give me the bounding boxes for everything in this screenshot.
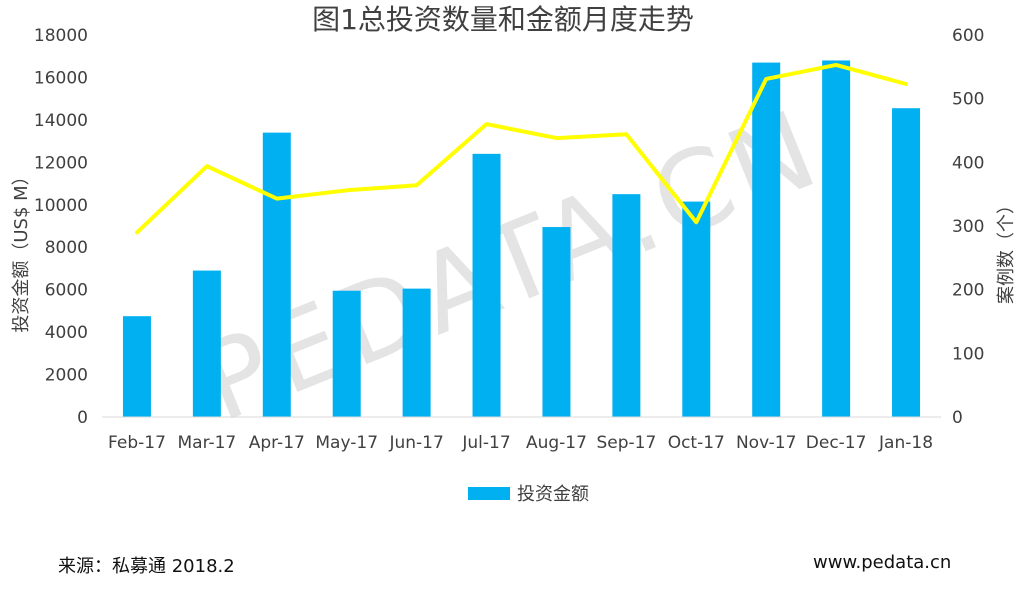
right-tick-label: 100 bbox=[952, 344, 984, 364]
bar bbox=[612, 194, 641, 417]
left-tick-label: 8000 bbox=[45, 238, 88, 258]
bar bbox=[682, 201, 711, 417]
left-tick-label: 18000 bbox=[34, 26, 88, 46]
x-tick-label: Aug-17 bbox=[526, 433, 587, 453]
right-axis-title: 案例数（个） bbox=[996, 196, 1017, 304]
bar bbox=[192, 270, 221, 417]
left-axis-title: 投资金额（US$ M） bbox=[11, 167, 32, 332]
x-axis-ticks: Feb-17 Mar-17 Apr-17 May-17 Jun-17 Jul-17 Aug-… bbox=[108, 433, 933, 453]
left-tick-label: 16000 bbox=[34, 68, 88, 88]
x-tick-label: Jun-17 bbox=[388, 433, 443, 453]
left-tick-label: 14000 bbox=[34, 111, 88, 131]
bar bbox=[892, 108, 921, 417]
right-tick-label: 0 bbox=[952, 408, 963, 428]
legend-label: 投资金额 bbox=[517, 484, 589, 505]
x-tick-label: Sep-17 bbox=[596, 433, 656, 453]
right-axis-ticks: 0 100 200 300 400 500 600 bbox=[952, 26, 984, 428]
left-tick-label: 6000 bbox=[45, 281, 88, 301]
bar bbox=[402, 288, 431, 417]
bar bbox=[822, 60, 851, 417]
right-tick-label: 500 bbox=[952, 90, 984, 110]
left-tick-label: 10000 bbox=[34, 196, 88, 216]
chart-title: 图1总投资数量和金额月度走势 bbox=[312, 3, 694, 36]
x-tick-label: May-17 bbox=[315, 433, 378, 453]
x-tick-label: Dec-17 bbox=[806, 433, 867, 453]
case-count-line bbox=[135, 62, 908, 235]
left-tick-label: 0 bbox=[77, 408, 88, 428]
bar-series bbox=[122, 60, 921, 417]
left-axis-ticks: 0 2000 4000 6000 8000 10000 12000 14000 16000 180… bbox=[34, 26, 88, 428]
x-tick-label: Apr-17 bbox=[249, 433, 305, 453]
website-link[interactable]: www.pedata.cn bbox=[813, 552, 952, 573]
bar bbox=[472, 153, 501, 417]
legend-swatch bbox=[468, 487, 510, 500]
right-tick-label: 400 bbox=[952, 153, 984, 173]
x-tick-label: Jan-18 bbox=[878, 433, 933, 453]
source-note: 来源：私募通 2018.2 bbox=[58, 556, 235, 577]
left-tick-label: 2000 bbox=[45, 366, 88, 386]
x-tick-label: Jul-17 bbox=[461, 433, 510, 453]
bar bbox=[332, 290, 361, 417]
bar bbox=[752, 62, 781, 417]
right-tick-label: 200 bbox=[952, 281, 984, 301]
legend: 投资金额 bbox=[468, 484, 589, 505]
x-tick-label: Oct-17 bbox=[668, 433, 725, 453]
right-tick-label: 600 bbox=[952, 26, 984, 46]
right-tick-label: 300 bbox=[952, 217, 984, 237]
x-tick-label: Mar-17 bbox=[177, 433, 236, 453]
x-tick-label: Feb-17 bbox=[108, 433, 166, 453]
line-series bbox=[135, 62, 908, 235]
left-tick-label: 4000 bbox=[45, 323, 88, 343]
x-tick-label: Nov-17 bbox=[736, 433, 797, 453]
bar bbox=[542, 227, 571, 417]
bar bbox=[122, 316, 151, 417]
bar bbox=[262, 132, 291, 417]
left-tick-label: 12000 bbox=[34, 153, 88, 173]
